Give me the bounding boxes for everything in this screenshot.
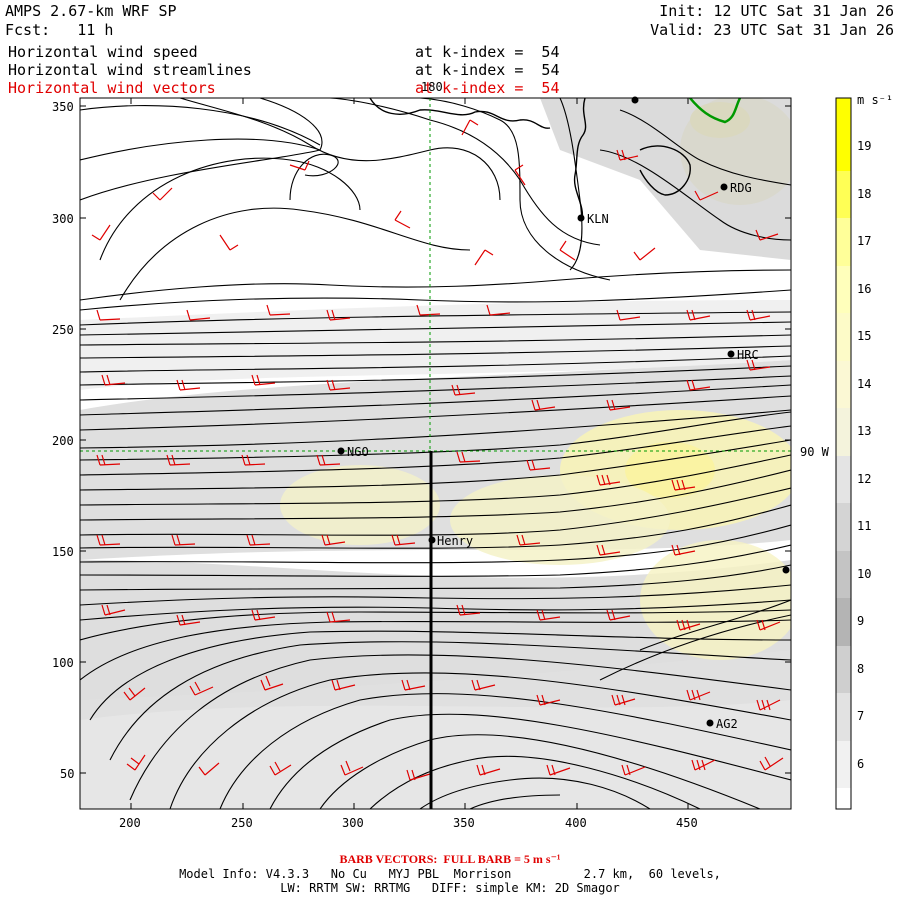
field-wind-speed-level: at k-index = 54 <box>415 43 560 61</box>
station-ag2[interactable] <box>706 719 714 727</box>
model-info: Model Info: V4.3.3 No Cu MYJ PBL Morriso… <box>179 867 721 881</box>
y-tick-label: 150 <box>52 545 74 559</box>
colorbar <box>835 97 852 810</box>
colorbar-label: 11 <box>857 519 872 533</box>
station-label-rdg: RDG <box>730 181 752 195</box>
y-ticks <box>80 105 791 774</box>
station-hrc[interactable] <box>727 350 735 358</box>
wind-speed-shading <box>80 98 791 809</box>
wind-barbs <box>91 119 784 781</box>
y-tick-label: 200 <box>52 434 74 448</box>
station-label-kln: KLN <box>587 212 609 226</box>
x-tick-label: 450 <box>676 816 698 830</box>
y-tick-label: 350 <box>52 100 74 114</box>
station-ngo[interactable] <box>337 447 345 455</box>
station-rdg[interactable] <box>720 183 728 191</box>
station-label-ngo: NGO <box>347 445 369 459</box>
barb-note: BARB VECTORS: FULL BARB = 5 m s⁻¹ <box>339 852 561 866</box>
init-time: Init: 12 UTC Sat 31 Jan 26 <box>659 2 894 20</box>
station-kln[interactable] <box>577 214 585 222</box>
station-east[interactable] <box>782 566 790 574</box>
x-tick-label: 250 <box>231 816 253 830</box>
y-tick-label: 100 <box>52 656 74 670</box>
colorbar-label: 15 <box>857 329 872 343</box>
forecast-hour: Fcst: 11 h <box>5 21 114 39</box>
y-tick-label: 50 <box>60 767 75 781</box>
physics-info: LW: RRTM SW: RRTMG DIFF: simple KM: 2D S… <box>280 881 620 895</box>
valid-time: Valid: 23 UTC Sat 31 Jan 26 <box>650 21 894 39</box>
colorbar-label: 10 <box>857 567 872 581</box>
field-vectors: Horizontal wind vectors <box>8 79 216 97</box>
station-label-ag2: AG2 <box>716 717 738 731</box>
station-henry[interactable] <box>428 536 436 544</box>
colorbar-label: 19 <box>857 139 872 153</box>
meridian-label: 180 <box>421 80 443 94</box>
x-tick-label: 400 <box>565 816 587 830</box>
plot-border <box>79 97 792 810</box>
colorbar-units: m s⁻¹ <box>857 93 894 107</box>
colorbar-label: 18 <box>857 187 872 201</box>
field-vectors-level: at k-index = 54 <box>415 79 560 97</box>
colorbar-label: 12 <box>857 472 872 486</box>
field-streamlines-level: at k-index = 54 <box>415 61 560 79</box>
colorbar-label: 13 <box>857 424 872 438</box>
station-label-hrc: HRC <box>737 348 759 362</box>
field-wind-speed: Horizontal wind speed <box>8 43 198 61</box>
x-ticks <box>130 98 689 809</box>
field-streamlines: Horizontal wind streamlines <box>8 61 252 79</box>
parallel-label: 90 W <box>800 445 829 459</box>
coastline <box>369 98 691 221</box>
colorbar-label: 16 <box>857 282 872 296</box>
y-tick-label: 300 <box>52 212 74 226</box>
colorbar-label: 6 <box>857 757 865 771</box>
colorbar-label: 8 <box>857 662 865 676</box>
model-title: AMPS 2.67-km WRF SP <box>5 2 177 20</box>
x-tick-label: 300 <box>342 816 364 830</box>
colorbar-label: 14 <box>857 377 872 391</box>
colorbar-label: 9 <box>857 614 865 628</box>
colorbar-label: 7 <box>857 709 865 723</box>
streamlines <box>80 98 791 809</box>
x-tick-label: 350 <box>453 816 475 830</box>
y-tick-label: 250 <box>52 323 74 337</box>
x-tick-label: 200 <box>119 816 141 830</box>
colorbar-label: 17 <box>857 234 872 248</box>
station-label-henry: Henry <box>437 534 474 548</box>
